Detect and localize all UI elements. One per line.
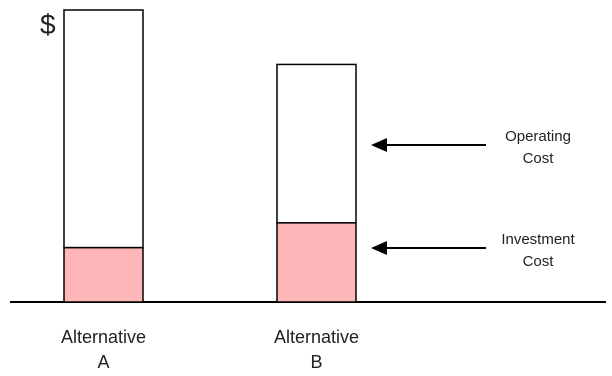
investment-cost-bar-b xyxy=(276,222,357,303)
operating-cost-bar-b xyxy=(276,63,357,224)
category-label-line1-b: Alternative xyxy=(274,327,359,347)
operating-cost-annotation-line-1: Operating xyxy=(505,128,571,145)
category-label-line1-a: Alternative xyxy=(61,327,146,347)
category-label-line2-b: B xyxy=(310,352,322,372)
annotations-group: Operating Cost Investment Cost xyxy=(371,128,576,270)
investment-cost-annotation-line-1: Investment xyxy=(501,231,575,248)
operating-cost-bar-a xyxy=(63,9,144,249)
bars-group xyxy=(63,9,357,303)
investment-cost-annotation-line-2: Cost xyxy=(523,253,555,270)
operating-cost-annotation-line-2: Cost xyxy=(523,150,555,167)
operating-cost-arrow-head xyxy=(371,138,387,152)
category-labels-group: Alternative A Alternative B xyxy=(61,327,359,372)
category-label-line2-a: A xyxy=(97,352,109,372)
investment-cost-bar-a xyxy=(63,246,144,303)
y-axis-dollar-label: $ xyxy=(40,9,56,40)
investment-cost-arrow-head xyxy=(371,241,387,255)
